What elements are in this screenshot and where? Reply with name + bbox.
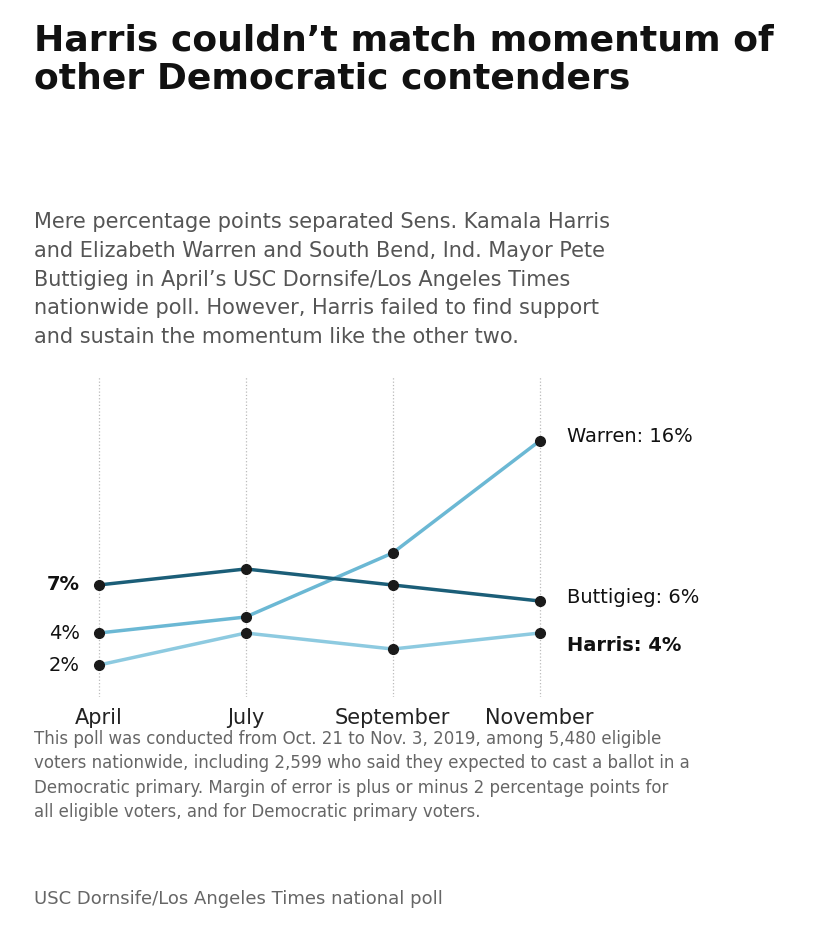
Text: Harris couldn’t match momentum of
other Democratic contenders: Harris couldn’t match momentum of other …: [34, 24, 774, 95]
Text: 7%: 7%: [47, 576, 80, 594]
Text: USC Dornsife/Los Angeles Times national poll: USC Dornsife/Los Angeles Times national …: [34, 890, 443, 908]
Text: 4%: 4%: [49, 624, 80, 642]
Text: This poll was conducted from Oct. 21 to Nov. 3, 2019, among 5,480 eligible
voter: This poll was conducted from Oct. 21 to …: [34, 730, 690, 820]
Text: 2%: 2%: [49, 656, 80, 674]
Text: Buttigieg: 6%: Buttigieg: 6%: [567, 589, 700, 608]
Text: Mere percentage points separated Sens. Kamala Harris
and Elizabeth Warren and So: Mere percentage points separated Sens. K…: [34, 212, 610, 348]
Text: Warren: 16%: Warren: 16%: [567, 427, 693, 446]
Text: Harris: 4%: Harris: 4%: [567, 637, 681, 656]
